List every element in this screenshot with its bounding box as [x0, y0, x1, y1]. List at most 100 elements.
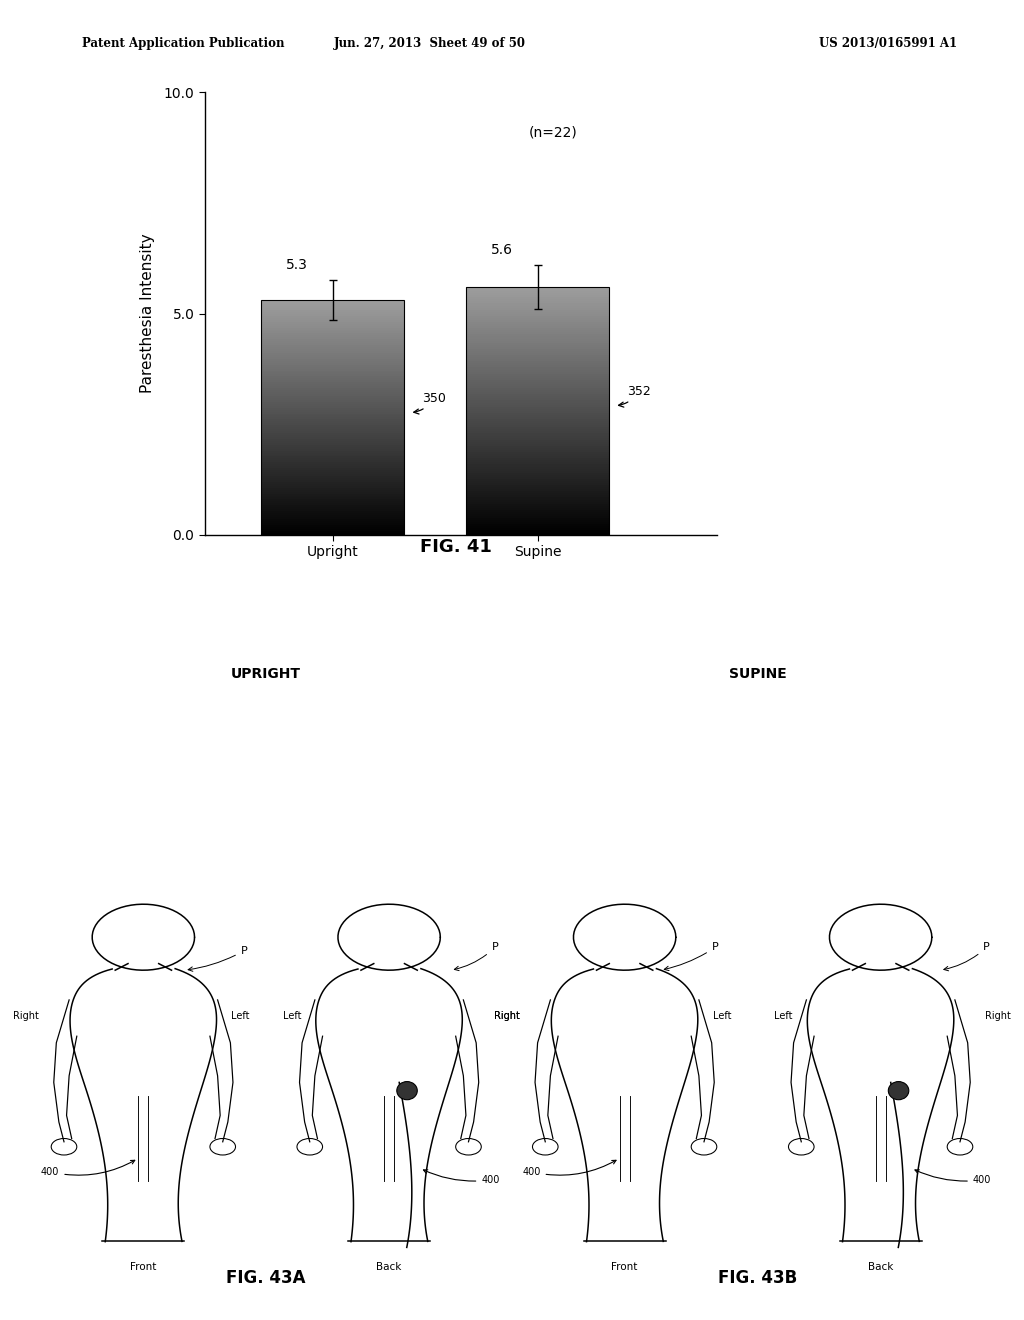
- Text: (n=22): (n=22): [528, 125, 578, 140]
- Bar: [261, 531, 404, 533]
- Bar: [466, 293, 609, 296]
- Bar: [466, 413, 609, 414]
- Bar: [261, 388, 404, 391]
- Text: SUPINE: SUPINE: [729, 667, 786, 681]
- Bar: [466, 376, 609, 378]
- Bar: [261, 372, 404, 375]
- Bar: [466, 367, 609, 370]
- Bar: [466, 469, 609, 471]
- Bar: [466, 532, 609, 535]
- Bar: [261, 393, 404, 396]
- Bar: [466, 352, 609, 355]
- Ellipse shape: [888, 1081, 909, 1100]
- Bar: [261, 360, 404, 363]
- Bar: [466, 409, 609, 411]
- Bar: [466, 304, 609, 305]
- Bar: [466, 473, 609, 475]
- Bar: [261, 495, 404, 498]
- Bar: [261, 474, 404, 477]
- Bar: [261, 477, 404, 478]
- Bar: [261, 391, 404, 392]
- Bar: [261, 312, 404, 314]
- Bar: [466, 399, 609, 400]
- Bar: [466, 446, 609, 447]
- Bar: [261, 302, 404, 304]
- Bar: [466, 392, 609, 395]
- Bar: [466, 300, 609, 301]
- Bar: [261, 523, 404, 525]
- Bar: [466, 429, 609, 432]
- Bar: [261, 470, 404, 473]
- Bar: [261, 384, 404, 387]
- Bar: [466, 432, 609, 433]
- Bar: [466, 407, 609, 409]
- Bar: [261, 409, 404, 412]
- Bar: [466, 528, 609, 531]
- Text: FIG. 41: FIG. 41: [420, 537, 492, 556]
- Bar: [261, 404, 404, 405]
- Bar: [466, 433, 609, 436]
- Bar: [466, 345, 609, 347]
- Bar: [466, 480, 609, 483]
- Bar: [466, 487, 609, 490]
- Bar: [261, 387, 404, 388]
- Bar: [466, 484, 609, 487]
- Bar: [466, 312, 609, 314]
- Text: P: P: [188, 945, 248, 972]
- Bar: [261, 364, 404, 367]
- Bar: [466, 405, 609, 407]
- Bar: [466, 444, 609, 446]
- Bar: [261, 412, 404, 413]
- Bar: [261, 441, 404, 442]
- Bar: [261, 368, 404, 371]
- Bar: [466, 418, 609, 421]
- Bar: [261, 379, 404, 380]
- Text: UPRIGHT: UPRIGHT: [231, 667, 301, 681]
- Text: FIG. 43A: FIG. 43A: [226, 1269, 306, 1287]
- Bar: [261, 465, 404, 466]
- Bar: [466, 479, 609, 480]
- Bar: [261, 319, 404, 322]
- Bar: [466, 330, 609, 333]
- Bar: [261, 300, 404, 535]
- Bar: [466, 308, 609, 310]
- Bar: [261, 351, 404, 352]
- Bar: [261, 400, 404, 401]
- Bar: [466, 458, 609, 461]
- Bar: [261, 449, 404, 450]
- Bar: [466, 428, 609, 429]
- Bar: [466, 363, 609, 366]
- Bar: [261, 533, 404, 535]
- Y-axis label: Paresthesia Intensity: Paresthesia Intensity: [140, 234, 156, 393]
- Text: Back: Back: [868, 1262, 893, 1272]
- Bar: [261, 405, 404, 408]
- Bar: [261, 499, 404, 502]
- Ellipse shape: [397, 1081, 418, 1100]
- Bar: [261, 458, 404, 461]
- Bar: [466, 333, 609, 334]
- Bar: [261, 304, 404, 306]
- Bar: [261, 450, 404, 453]
- Bar: [261, 323, 404, 326]
- Bar: [466, 466, 609, 469]
- Bar: [466, 305, 609, 308]
- Bar: [261, 343, 404, 345]
- Bar: [261, 330, 404, 331]
- Bar: [466, 425, 609, 428]
- Bar: [261, 314, 404, 315]
- Text: 5.6: 5.6: [490, 243, 513, 257]
- Bar: [261, 461, 404, 462]
- Bar: [466, 510, 609, 512]
- Bar: [261, 327, 404, 330]
- Bar: [466, 351, 609, 352]
- Bar: [466, 520, 609, 523]
- Text: 400: 400: [41, 1160, 135, 1177]
- Bar: [261, 318, 404, 319]
- Bar: [261, 491, 404, 494]
- Bar: [466, 475, 609, 477]
- Bar: [466, 513, 609, 516]
- Bar: [466, 516, 609, 517]
- Bar: [466, 286, 609, 289]
- Bar: [261, 421, 404, 424]
- Bar: [466, 358, 609, 359]
